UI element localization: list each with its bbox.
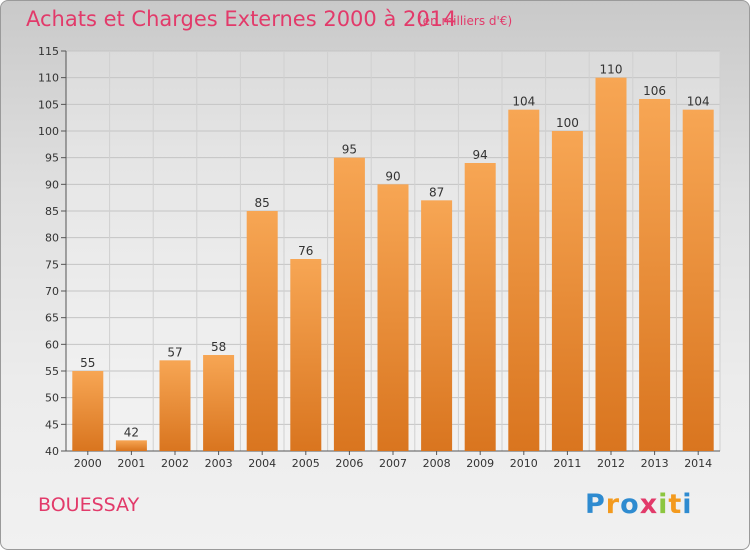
bar (333, 157, 365, 451)
bar (72, 371, 104, 451)
x-tick-label: 2012 (597, 457, 625, 470)
y-tick-label: 60 (45, 338, 59, 351)
bar (551, 131, 583, 451)
logo-letter: i (682, 489, 693, 520)
y-tick-label: 110 (38, 72, 59, 85)
x-tick-label: 2006 (335, 457, 363, 470)
x-tick-label: 2008 (423, 457, 451, 470)
logo-letter: t (668, 489, 683, 520)
y-tick-label: 85 (45, 205, 59, 218)
logo-letter: x (639, 489, 659, 520)
y-tick-label: 55 (45, 365, 59, 378)
logo-letter: r (605, 489, 621, 520)
logo-letter: P (585, 489, 606, 520)
y-tick-label: 105 (38, 98, 59, 111)
bar (464, 163, 496, 451)
x-tick-label: 2002 (161, 457, 189, 470)
x-tick-label: 2003 (205, 457, 233, 470)
x-tick-label: 2014 (684, 457, 712, 470)
bar (421, 200, 453, 451)
data-label: 100 (556, 116, 579, 130)
data-label: 76 (298, 244, 313, 258)
commune-name: BOUESSAY (38, 494, 140, 516)
logo-letter: i (658, 489, 669, 520)
chart-title: Achats et Charges Externes 2000 à 2014 (26, 7, 457, 31)
data-label: 94 (473, 148, 488, 162)
data-label: 95 (342, 143, 357, 157)
y-tick-label: 80 (45, 232, 59, 245)
y-tick-label: 65 (45, 312, 59, 325)
data-label: 110 (600, 63, 623, 77)
label-layer: 55 2000 42 2001 57 2002 58 2003 85 2004 76 2005 95 20… (74, 63, 712, 470)
bar (508, 109, 540, 452)
data-label: 57 (167, 345, 182, 359)
y-tick-label: 100 (38, 125, 59, 138)
data-label: 42 (124, 425, 139, 439)
y-tick-label: 70 (45, 285, 59, 298)
chart-subtitle: (en milliers d'€) (418, 14, 513, 28)
x-tick-label: 2013 (641, 457, 669, 470)
data-label: 58 (211, 340, 226, 354)
y-tick-label: 115 (38, 45, 59, 58)
proxiti-logo: Proxiti (585, 489, 693, 520)
bar (290, 259, 322, 451)
bar (682, 109, 714, 452)
y-tick-label: 50 (45, 392, 59, 405)
data-label: 106 (643, 84, 666, 98)
data-label: 55 (80, 356, 95, 370)
y-tick-label: 75 (45, 258, 59, 271)
y-tick-label: 45 (45, 418, 59, 431)
data-label: 90 (385, 169, 400, 183)
data-label: 104 (687, 95, 710, 109)
bar-layer (72, 77, 714, 452)
x-tick-label: 2011 (553, 457, 581, 470)
x-tick-label: 2010 (510, 457, 538, 470)
x-tick-label: 2004 (248, 457, 276, 470)
bar (595, 77, 627, 452)
bar (159, 360, 191, 451)
data-label: 104 (512, 95, 535, 109)
y-tick-label: 40 (45, 445, 59, 458)
logo-letter: o (620, 489, 640, 520)
y-tick-label: 90 (45, 178, 59, 191)
x-tick-label: 2007 (379, 457, 407, 470)
x-tick-label: 2005 (292, 457, 320, 470)
bar (377, 184, 409, 452)
x-tick-label: 2000 (74, 457, 102, 470)
data-label: 85 (255, 196, 270, 210)
y-tick-label: 95 (45, 152, 59, 165)
data-label: 87 (429, 185, 444, 199)
x-tick-label: 2001 (117, 457, 145, 470)
bar (115, 440, 147, 451)
x-tick-label: 2009 (466, 457, 494, 470)
bar (203, 355, 235, 451)
bar (639, 99, 671, 451)
bar (246, 211, 278, 451)
